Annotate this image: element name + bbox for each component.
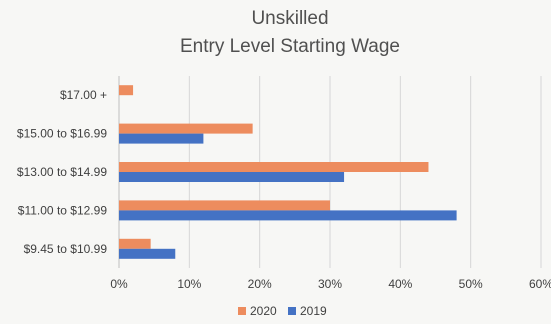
legend-swatch-2019 bbox=[288, 307, 296, 315]
category-label: $17.00 + bbox=[60, 88, 107, 102]
bar-2020 bbox=[119, 200, 330, 211]
bar-2020 bbox=[119, 123, 253, 134]
x-tick-label: 40% bbox=[388, 277, 412, 291]
x-tick-label: 0% bbox=[110, 277, 128, 291]
x-tick-label: 30% bbox=[318, 277, 342, 291]
chart-title-line-2: Entry Level Starting Wage bbox=[180, 36, 400, 57]
legend-swatch-2020 bbox=[238, 307, 246, 315]
bar-2020 bbox=[119, 162, 429, 172]
category-label: $11.00 to $12.99 bbox=[18, 203, 108, 217]
category-label: $9.45 to $10.99 bbox=[24, 242, 108, 256]
bar-2019 bbox=[119, 172, 345, 182]
x-tick-labels: 0% 10% 20% 30% 40% 50% 60% bbox=[110, 277, 551, 291]
bar-2019 bbox=[119, 248, 176, 259]
bar-2019 bbox=[119, 210, 457, 221]
category-label: $15.00 to $16.99 bbox=[17, 127, 107, 141]
legend: 2020 2019 bbox=[238, 304, 327, 318]
legend-label: 2020 bbox=[250, 304, 277, 318]
bar-2019 bbox=[119, 133, 204, 144]
bar-2020 bbox=[119, 85, 134, 96]
chart-title-line-1: Unskilled bbox=[251, 8, 328, 29]
category-labels: $17.00 + $15.00 to $16.99 $13.00 to $14.99… bbox=[17, 88, 107, 256]
x-tick-label: 60% bbox=[529, 277, 551, 291]
bar-2020 bbox=[119, 238, 151, 249]
category-label: $13.00 to $14.99 bbox=[17, 165, 107, 179]
legend-label: 2019 bbox=[300, 304, 327, 318]
x-tick-label: 20% bbox=[248, 277, 272, 291]
x-tick-label: 50% bbox=[459, 277, 483, 291]
x-tick-label: 10% bbox=[177, 277, 201, 291]
bars bbox=[119, 85, 457, 259]
